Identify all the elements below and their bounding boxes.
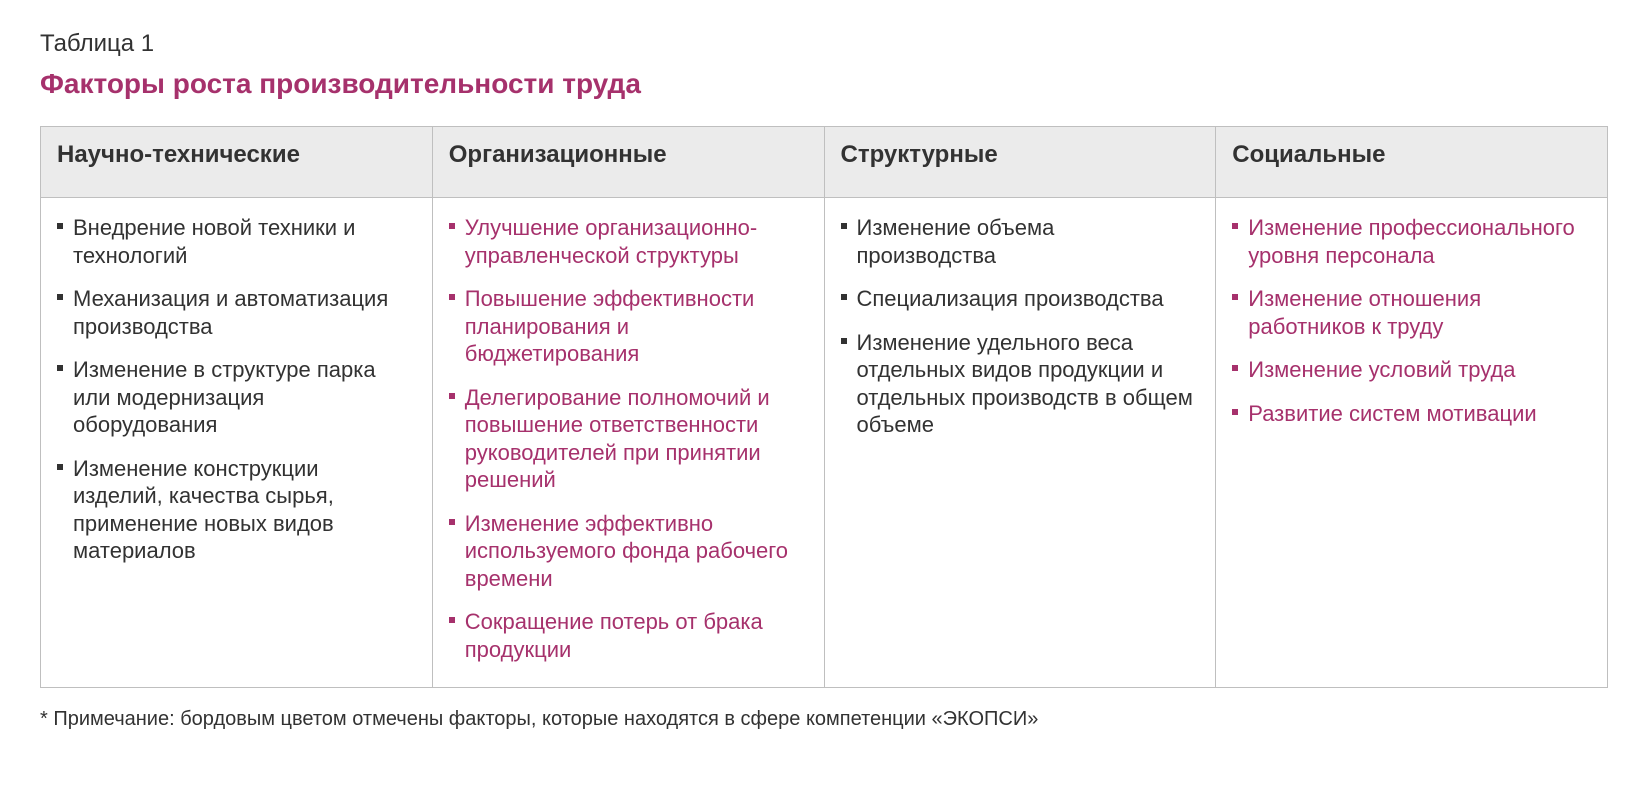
factors-table: Научно-технические Организационные Струк…: [40, 126, 1608, 688]
list-item: Изменение конструкции изделий, качества …: [51, 455, 414, 565]
bullet-list: Внедрение новой техники и технологийМеха…: [51, 214, 414, 565]
bullet-list: Изменение профессионального уровня персо…: [1226, 214, 1589, 427]
list-item: Улучшение организационно-управленческой …: [443, 214, 806, 285]
table-header-row: Научно-технические Организационные Струк…: [41, 127, 1608, 198]
list-item: Развитие систем мотивации: [1226, 400, 1589, 428]
table-footnote: * Примечание: бордовым цветом отмечены ф…: [40, 708, 1608, 731]
list-item: Сокращение потерь от брака продукции: [443, 608, 806, 663]
table-cell: Изменение объема производстваСпециализац…: [824, 198, 1216, 688]
page: Таблица 1 Факторы роста производительнос…: [0, 0, 1648, 791]
col-header: Научно-технические: [41, 127, 433, 198]
list-item: Изменение профессионального уровня персо…: [1226, 214, 1589, 285]
table-label: Таблица 1: [40, 30, 1608, 58]
list-item: Изменение эффективно используемого фонда…: [443, 510, 806, 609]
list-item: Изменение объема производства: [835, 214, 1198, 285]
list-item: Изменение в структуре парка или модерниз…: [51, 356, 414, 455]
list-item: Изменение отношения работников к труду: [1226, 285, 1589, 356]
list-item: Внедрение новой техники и технологий: [51, 214, 414, 285]
list-item: Изменение удельного веса отдельных видов…: [835, 329, 1198, 439]
table-body-row: Внедрение новой техники и технологийМеха…: [41, 198, 1608, 688]
list-item: Механизация и автоматизация производства: [51, 285, 414, 356]
table-cell: Улучшение организационно-управленческой …: [432, 198, 824, 688]
list-item: Изменение условий труда: [1226, 356, 1589, 400]
col-header: Социальные: [1216, 127, 1608, 198]
table-cell: Внедрение новой техники и технологийМеха…: [41, 198, 433, 688]
bullet-list: Изменение объема производстваСпециализац…: [835, 214, 1198, 439]
col-header: Организационные: [432, 127, 824, 198]
list-item: Специализация производства: [835, 285, 1198, 329]
col-header: Структурные: [824, 127, 1216, 198]
table-cell: Изменение профессионального уровня персо…: [1216, 198, 1608, 688]
bullet-list: Улучшение организационно-управленческой …: [443, 214, 806, 663]
list-item: Делегирование полномочий и повышение отв…: [443, 384, 806, 510]
table-title: Факторы роста производительности труда: [40, 68, 1608, 100]
list-item: Повышение эффективности планирования и б…: [443, 285, 806, 384]
